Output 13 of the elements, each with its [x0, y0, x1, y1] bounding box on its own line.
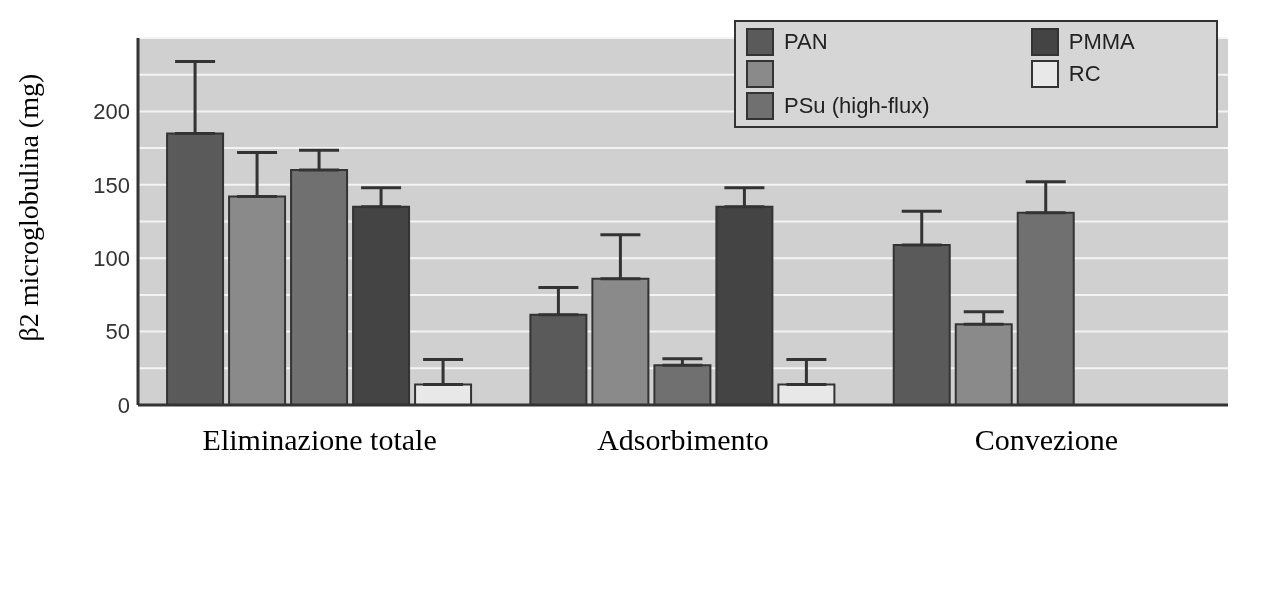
x-tick-label: Convezione: [974, 423, 1118, 457]
legend-label: PMMA: [1068, 29, 1135, 55]
legend-label: PSu (high-flux): [784, 93, 930, 119]
y-tick-label: 50: [105, 319, 130, 345]
x-tick-label: Eliminazione totale: [202, 423, 437, 457]
y-tick-label: 100: [93, 246, 130, 272]
x-tick-label: Adsorbimento: [597, 423, 769, 457]
y-tick-label: 0: [117, 392, 130, 418]
y-axis-title: β2 microglobulina (mg): [12, 73, 44, 342]
legend-label: PAN: [784, 29, 828, 55]
y-tick-label: 200: [93, 99, 130, 125]
legend-label: RC: [1068, 61, 1101, 87]
y-tick-label: 150: [93, 172, 130, 198]
